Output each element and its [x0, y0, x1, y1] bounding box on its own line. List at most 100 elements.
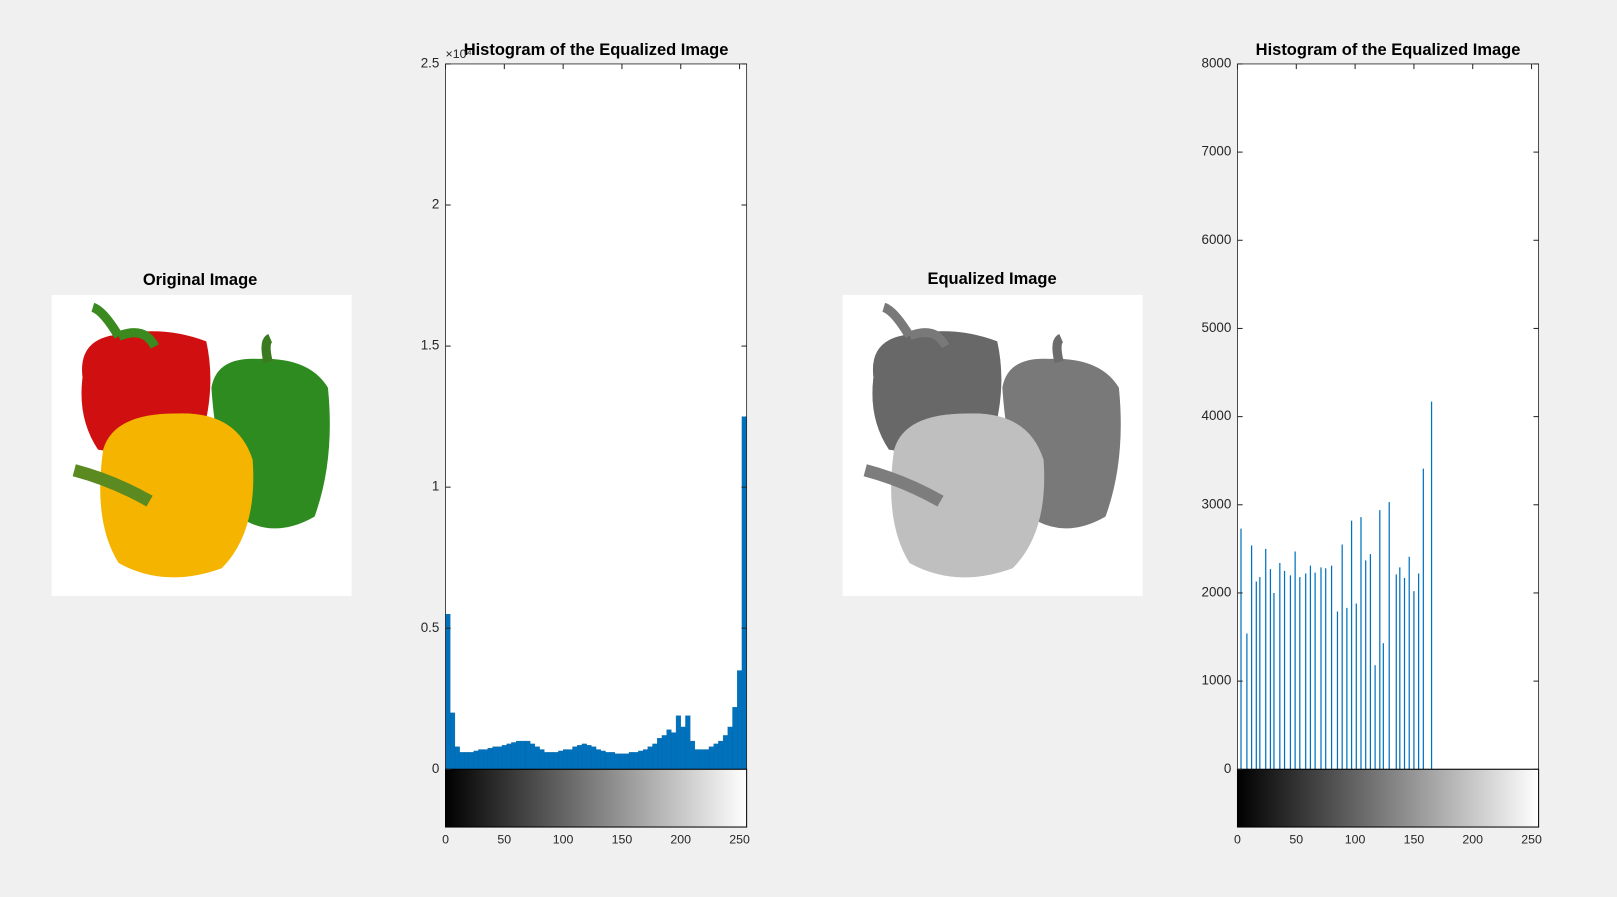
- image-title: Equalized Image: [927, 270, 1056, 288]
- x-tick-label: 250: [729, 833, 750, 847]
- x-tick-label: 50: [497, 833, 511, 847]
- histogram-bar: [685, 715, 691, 770]
- histogram-bar: [468, 752, 474, 770]
- histogram-bar: [633, 752, 639, 770]
- histogram-bar: [642, 749, 648, 770]
- histogram-bar: [530, 743, 536, 770]
- histogram-bar: [445, 613, 451, 770]
- colorbar: [1236, 768, 1540, 828]
- x-tick-label: 100: [1345, 833, 1366, 847]
- histogram-bar: [666, 729, 672, 770]
- y-tick-label: 1.5: [421, 338, 440, 353]
- y-tick-label: 2000: [1202, 584, 1232, 599]
- y-tick-label: 7000: [1202, 144, 1232, 159]
- histogram-bar: [501, 745, 507, 770]
- histogram-bar: [515, 740, 521, 770]
- histogram-bar: [718, 740, 724, 770]
- histogram-bar: [539, 749, 545, 770]
- histogram-bar: [459, 752, 465, 770]
- histogram-bar: [487, 747, 493, 770]
- histogram-bar: [473, 750, 479, 770]
- histogram-bar: [450, 712, 456, 770]
- histogram-bar: [690, 740, 696, 770]
- histogram-bar: [661, 735, 667, 770]
- x-tick-label: 200: [1462, 833, 1483, 847]
- histogram-bar: [732, 707, 738, 770]
- equalized-image: [843, 295, 1143, 596]
- histogram-bar: [699, 749, 705, 770]
- histogram-bar: [558, 750, 564, 770]
- colorbar: [444, 768, 748, 828]
- x-tick-label: 50: [1289, 833, 1303, 847]
- histogram-bar: [610, 752, 616, 770]
- histogram-bar: [680, 726, 686, 770]
- y-tick-label: 1000: [1202, 673, 1232, 688]
- histogram-bar: [614, 753, 620, 770]
- chart-title: Histogram of the Equalized Image: [464, 41, 729, 59]
- y-multiplier: ×10⁴: [446, 47, 472, 61]
- y-tick-label: 5000: [1202, 320, 1232, 335]
- histogram-bar: [586, 745, 592, 770]
- histogram-bar: [737, 670, 743, 770]
- histogram-bar: [492, 746, 498, 770]
- x-tick-label: 150: [612, 833, 633, 847]
- y-tick-label: 3000: [1202, 496, 1232, 511]
- histogram-bar: [562, 749, 568, 770]
- y-tick-label: 4000: [1202, 408, 1232, 423]
- histogram-bar: [464, 752, 470, 770]
- histogram-bar: [577, 745, 583, 770]
- histogram-bar: [482, 749, 489, 770]
- histogram-bar: [572, 746, 578, 770]
- histogram-bar: [675, 715, 681, 770]
- histogram-bar: [708, 746, 714, 770]
- histogram-bar: [624, 753, 630, 770]
- histogram-bar: [713, 743, 719, 770]
- y-tick-label: 6000: [1202, 232, 1232, 247]
- x-tick-label: 100: [553, 833, 574, 847]
- x-tick-label: 150: [1404, 833, 1425, 847]
- histogram-bar: [534, 746, 540, 770]
- x-tick-label: 0: [1234, 833, 1241, 847]
- axes-background: [1237, 63, 1539, 770]
- histogram-bar: [657, 738, 663, 770]
- histogram-bar: [694, 749, 700, 770]
- y-tick-label: 1: [432, 479, 439, 494]
- histogram-bar: [741, 416, 747, 770]
- histogram-bar: [671, 732, 677, 770]
- histogram-bar: [647, 746, 653, 770]
- histogram-bar: [638, 750, 644, 770]
- y-tick-label: 8000: [1202, 55, 1232, 70]
- histogram-bar: [722, 735, 728, 770]
- histogram-bar: [605, 752, 611, 770]
- histogram-bar: [553, 752, 559, 770]
- histogram-bar: [591, 746, 597, 770]
- x-tick-label: 0: [442, 833, 449, 847]
- y-tick-label: 0.5: [421, 620, 440, 635]
- chart-title: Histogram of the Equalized Image: [1256, 41, 1521, 59]
- histogram-bar: [628, 752, 634, 770]
- original-image: [52, 295, 352, 596]
- histogram-bar: [581, 743, 587, 770]
- histogram-bar: [520, 740, 526, 770]
- histogram-bar: [506, 743, 512, 770]
- y-tick-label: 2: [432, 197, 439, 212]
- y-tick-label: 2.5: [421, 55, 440, 70]
- y-tick-label: 0: [1224, 761, 1231, 776]
- histogram-bar: [497, 746, 503, 770]
- histogram-bar: [619, 753, 625, 770]
- axes-background: [445, 63, 747, 770]
- x-tick-label: 200: [670, 833, 691, 847]
- histogram-bar: [525, 740, 531, 770]
- histogram-bar: [652, 743, 658, 770]
- histogram-bar: [600, 750, 606, 770]
- histogram-bar: [567, 749, 573, 770]
- y-tick-label: 0: [432, 761, 439, 776]
- histogram-bar: [704, 749, 710, 770]
- histogram-bar: [478, 749, 484, 770]
- histogram-bar: [595, 749, 601, 770]
- histogram-bar: [727, 726, 733, 770]
- image-title: Original Image: [143, 271, 258, 289]
- histogram-bar: [454, 746, 460, 770]
- x-tick-label: 250: [1521, 833, 1542, 847]
